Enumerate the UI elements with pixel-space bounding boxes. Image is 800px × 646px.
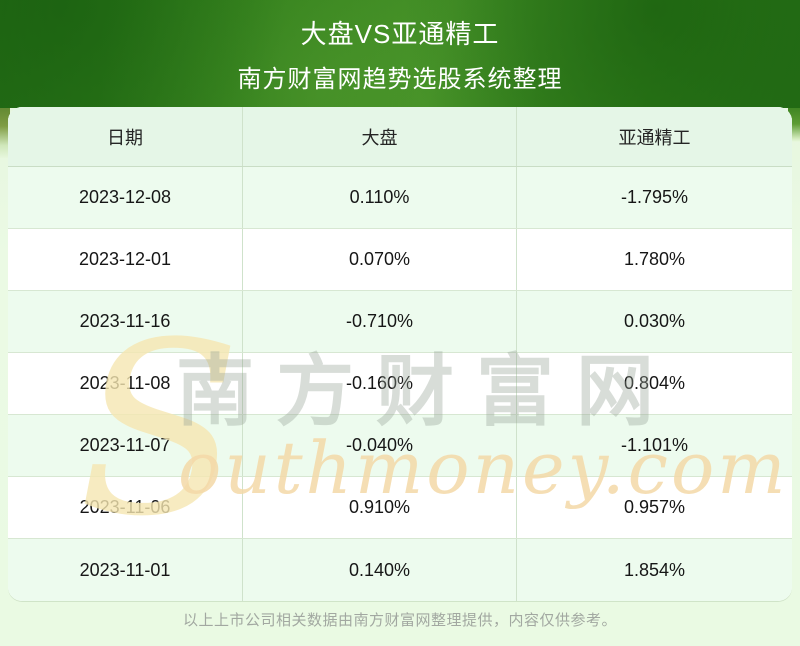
table-row: 2023-11-08 -0.160% 0.804% [8, 353, 792, 415]
column-header-stock: 亚通精工 [618, 127, 691, 148]
page-title: 大盘VS亚通精工 [300, 19, 500, 49]
comparison-table: 日期 大盘 亚通精工 2023-12-08 0.110% -1.795% 202… [8, 107, 792, 601]
header-banner: 大盘VS亚通精工 南方财富网趋势选股系统整理 [0, 0, 800, 108]
market-cell: -0.160% [243, 353, 517, 414]
date-cell: 2023-12-01 [8, 229, 243, 290]
table-row: 2023-12-08 0.110% -1.795% [8, 167, 792, 229]
banner-left-decoration [0, 100, 10, 158]
page-subtitle: 南方财富网趋势选股系统整理 [237, 66, 563, 93]
stock-cell: 0.030% [623, 311, 686, 331]
table-row: 2023-11-16 -0.710% 0.030% [8, 291, 792, 353]
date-cell: 2023-12-08 [8, 167, 243, 228]
stock-cell: 0.957% [623, 497, 686, 517]
market-cell: 0.910% [243, 477, 517, 538]
stock-cell: 1.854% [623, 559, 686, 580]
column-header-date: 日期 [8, 107, 243, 166]
market-cell: 0.110% [243, 167, 517, 228]
market-cell: -0.710% [243, 291, 517, 352]
stock-cell: 1.780% [623, 249, 686, 269]
table-row: 2023-12-01 0.070% 1.780% [8, 229, 792, 291]
table-header-row: 日期 大盘 亚通精工 [8, 107, 792, 167]
disclaimer-text: 以上上市公司相关数据由南方财富网整理提供，内容仅供参考。 [182, 612, 617, 629]
stock-cell: 0.804% [623, 373, 686, 393]
table-row: 2023-11-06 0.910% 0.957% [8, 477, 792, 539]
date-cell: 2023-11-08 [8, 353, 243, 414]
market-cell: -0.040% [243, 415, 517, 476]
market-cell: 0.070% [243, 229, 517, 290]
market-cell: 0.140% [243, 539, 517, 601]
stock-cell: -1.101% [620, 435, 689, 455]
column-header-market: 大盘 [243, 107, 517, 166]
stock-cell: -1.795% [620, 187, 689, 207]
date-cell: 2023-11-07 [8, 415, 243, 476]
date-cell: 2023-11-06 [8, 477, 243, 538]
table-row: 2023-11-07 -0.040% -1.101% [8, 415, 792, 477]
date-cell: 2023-11-01 [8, 539, 243, 601]
table-row: 2023-11-01 0.140% 1.854% [8, 539, 792, 601]
date-cell: 2023-11-16 [8, 291, 243, 352]
